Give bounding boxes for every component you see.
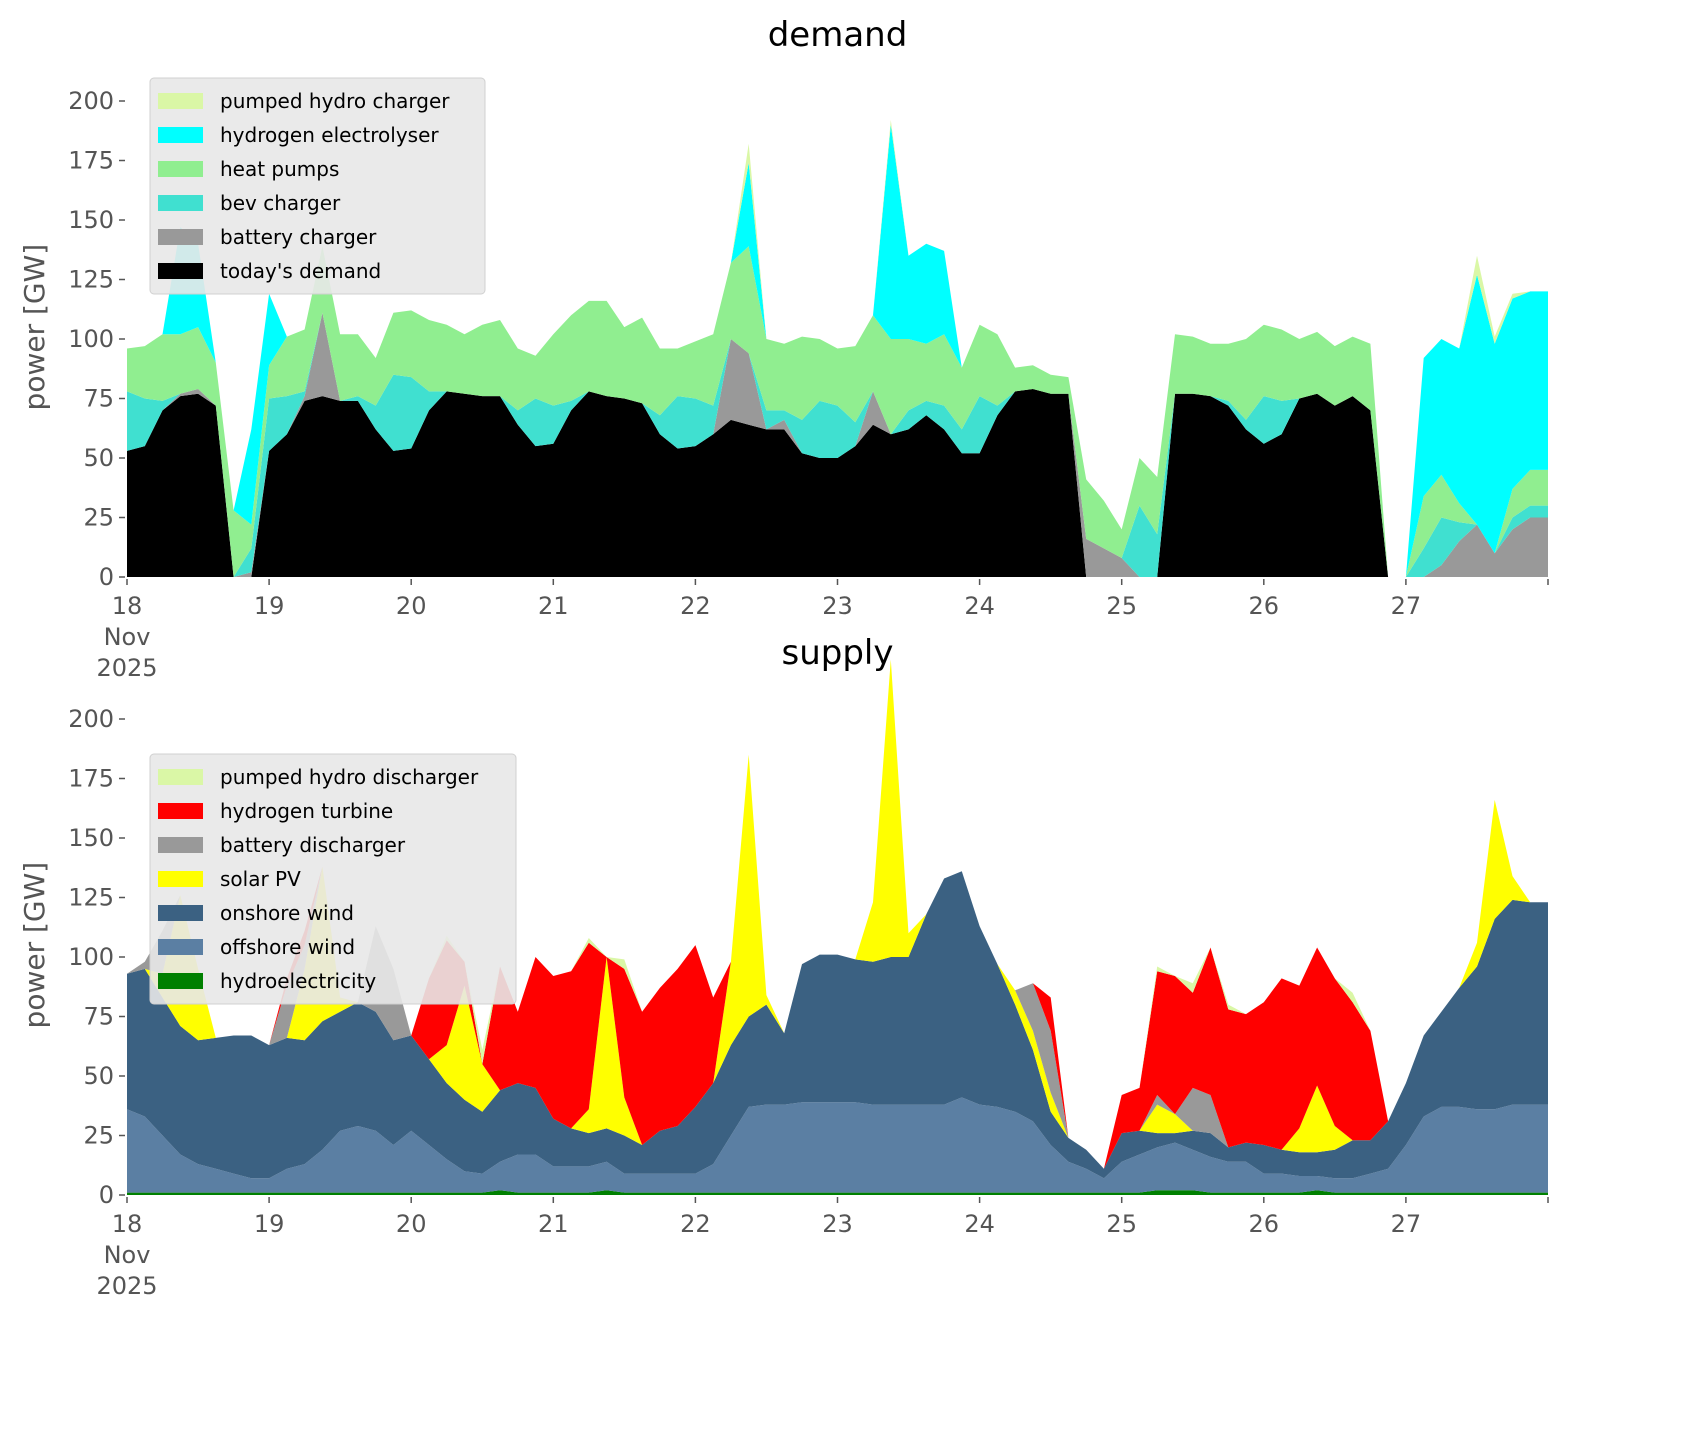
y-tick-label: 125 [68, 884, 114, 912]
x-tick-label: 2025 [96, 654, 157, 682]
x-tick-label: 23 [822, 1210, 853, 1238]
x-tick-label: Nov [104, 1241, 151, 1269]
area-today-s-demand [127, 389, 1548, 577]
legend-label-bev-charger: bev charger [220, 191, 341, 215]
x-tick-label: Nov [104, 623, 151, 651]
demand-areas [127, 120, 1548, 578]
x-tick-label: 19 [254, 1210, 285, 1238]
x-tick-label: 24 [964, 592, 995, 620]
legend-label-heat-pumps: heat pumps [220, 157, 339, 181]
legend-swatch-today-s-demand [158, 263, 203, 279]
legend-label-hydrogen-electrolyser: hydrogen electrolyser [220, 123, 439, 147]
legend-box [149, 753, 517, 1005]
y-tick-label: 25 [83, 1122, 114, 1150]
x-tick-label: 27 [1391, 592, 1422, 620]
x-tick-label: 19 [254, 592, 285, 620]
legend-swatch-pumped-hydro-charger [158, 93, 203, 109]
x-tick-label: 20 [396, 592, 427, 620]
supply-y-ticks: 0 25 50 75 100 125 150 175 200 [68, 705, 125, 1209]
y-tick-label: 125 [68, 266, 114, 294]
y-tick-label: 100 [68, 325, 114, 353]
demand-x-ticks: 18 Nov 2025 19 20 21 22 23 24 25 26 27 [96, 579, 1549, 682]
legend-box [149, 77, 486, 295]
x-tick-label: 2025 [96, 1272, 157, 1300]
area-heat-pumps [127, 246, 1548, 577]
legend-swatch-solar-pv [158, 871, 203, 887]
legend-swatch-hydroelectricity [158, 973, 203, 989]
y-tick-label: 0 [99, 1181, 114, 1209]
x-tick-label: 26 [1249, 592, 1280, 620]
legend-label-onshore-wind: onshore wind [220, 901, 354, 925]
legend-swatch-bev-charger [158, 195, 203, 211]
supply-legend: pumped hydro discharger hydrogen turbine b… [149, 753, 517, 1005]
x-tick-label: 25 [1106, 592, 1137, 620]
y-tick-label: 0 [99, 563, 114, 591]
legend-swatch-battery-charger [158, 229, 203, 245]
supply-panel: supply power [GW] 0255075100125150175200… [18, 633, 1549, 1300]
x-tick-label: 18 [112, 592, 143, 620]
y-tick-label: 75 [83, 1003, 114, 1031]
legend-swatch-offshore-wind [158, 939, 203, 955]
legend-swatch-hydrogen-electrolyser [158, 127, 203, 143]
demand-title: demand [768, 15, 908, 55]
x-tick-label: 26 [1249, 1210, 1280, 1238]
y-tick-label: 50 [83, 1062, 114, 1090]
area-bev-charger [127, 312, 1548, 577]
demand-legend: pumped hydro charger hydrogen electrolyse… [149, 77, 486, 295]
legend-label-battery-charger: battery charger [220, 225, 377, 249]
x-tick-label: 21 [538, 1210, 569, 1238]
x-tick-label: 21 [538, 592, 569, 620]
legend-label-pumped-hydro-charger: pumped hydro charger [220, 89, 450, 113]
legend-swatch-battery-discharger [158, 837, 203, 853]
x-tick-label: 18 [112, 1210, 143, 1238]
legend-label-today-s-demand: today's demand [220, 259, 381, 283]
y-tick-label: 25 [83, 504, 114, 532]
supply-y-axis-label: power [GW] [18, 862, 51, 1029]
x-tick-label: 25 [1106, 1210, 1137, 1238]
legend-label-solar-pv: solar PV [220, 867, 301, 891]
x-tick-label: 22 [680, 1210, 711, 1238]
demand-panel: demand power [GW] 0255075100125150175200… [18, 15, 1549, 682]
legend-swatch-hydrogen-turbine [158, 803, 203, 819]
legend-swatch-onshore-wind [158, 905, 203, 921]
supply-title: supply [782, 633, 894, 673]
demand-y-axis-label: power [GW] [18, 244, 51, 411]
supply-areas [127, 659, 1548, 1195]
legend-swatch-pumped-hydro-discharger [158, 769, 203, 785]
x-tick-label: 23 [822, 592, 853, 620]
y-tick-label: 175 [68, 765, 114, 793]
legend-label-hydrogen-turbine: hydrogen turbine [220, 799, 393, 823]
area-offshore-wind [127, 1097, 1548, 1193]
y-tick-label: 150 [68, 824, 114, 852]
y-tick-label: 175 [68, 147, 114, 175]
legend-label-pumped-hydro-discharger: pumped hydro discharger [220, 765, 479, 789]
legend-label-hydroelectricity: hydroelectricity [220, 969, 376, 993]
area-hydrogen-turbine [127, 659, 1548, 1169]
y-tick-label: 200 [68, 87, 114, 115]
x-tick-label: 22 [680, 592, 711, 620]
legend-label-battery-discharger: battery discharger [220, 833, 406, 857]
x-tick-label: 27 [1391, 1210, 1422, 1238]
x-tick-label: 20 [396, 1210, 427, 1238]
area-onshore-wind [127, 871, 1548, 1179]
x-tick-label: 24 [964, 1210, 995, 1238]
y-tick-label: 75 [83, 385, 114, 413]
legend-swatch-heat-pumps [158, 161, 203, 177]
y-tick-label: 200 [68, 705, 114, 733]
demand-y-ticks: 0 25 50 75 100 125 150 175 200 [68, 87, 125, 591]
y-tick-label: 150 [68, 206, 114, 234]
legend-label-offshore-wind: offshore wind [220, 935, 355, 959]
y-tick-label: 100 [68, 943, 114, 971]
supply-x-ticks: 18 Nov 2025 19 20 21 22 23 24 25 26 27 [96, 1197, 1549, 1300]
y-tick-label: 50 [83, 444, 114, 472]
